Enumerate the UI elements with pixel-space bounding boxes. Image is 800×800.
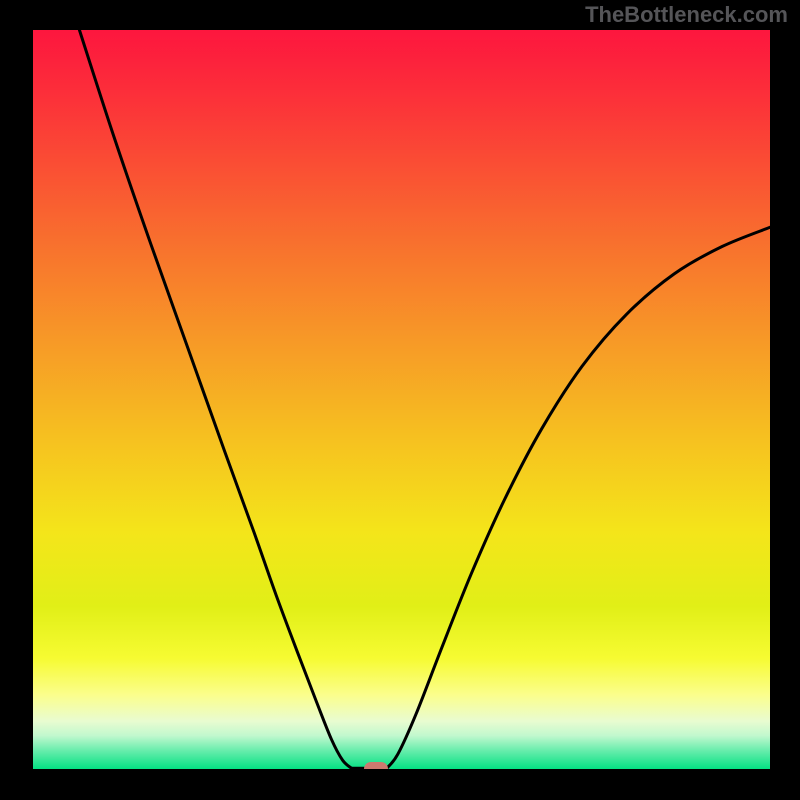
chart-container: TheBottleneck.com	[0, 0, 800, 800]
bottleneck-curve-segment	[387, 227, 770, 768]
curve-svg	[33, 30, 770, 769]
watermark-text: TheBottleneck.com	[585, 2, 788, 28]
plot-area	[33, 30, 770, 769]
minimum-marker	[364, 762, 388, 769]
bottleneck-curve-segment	[79, 30, 351, 768]
